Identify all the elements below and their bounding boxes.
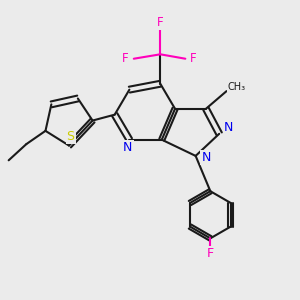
Text: CH₃: CH₃ bbox=[228, 82, 246, 92]
Text: F: F bbox=[207, 247, 214, 260]
Text: S: S bbox=[67, 130, 74, 143]
Text: N: N bbox=[201, 151, 211, 164]
Text: N: N bbox=[224, 122, 233, 134]
Text: N: N bbox=[123, 141, 133, 154]
Text: F: F bbox=[122, 52, 129, 65]
Text: F: F bbox=[190, 52, 197, 65]
Text: F: F bbox=[157, 16, 164, 29]
